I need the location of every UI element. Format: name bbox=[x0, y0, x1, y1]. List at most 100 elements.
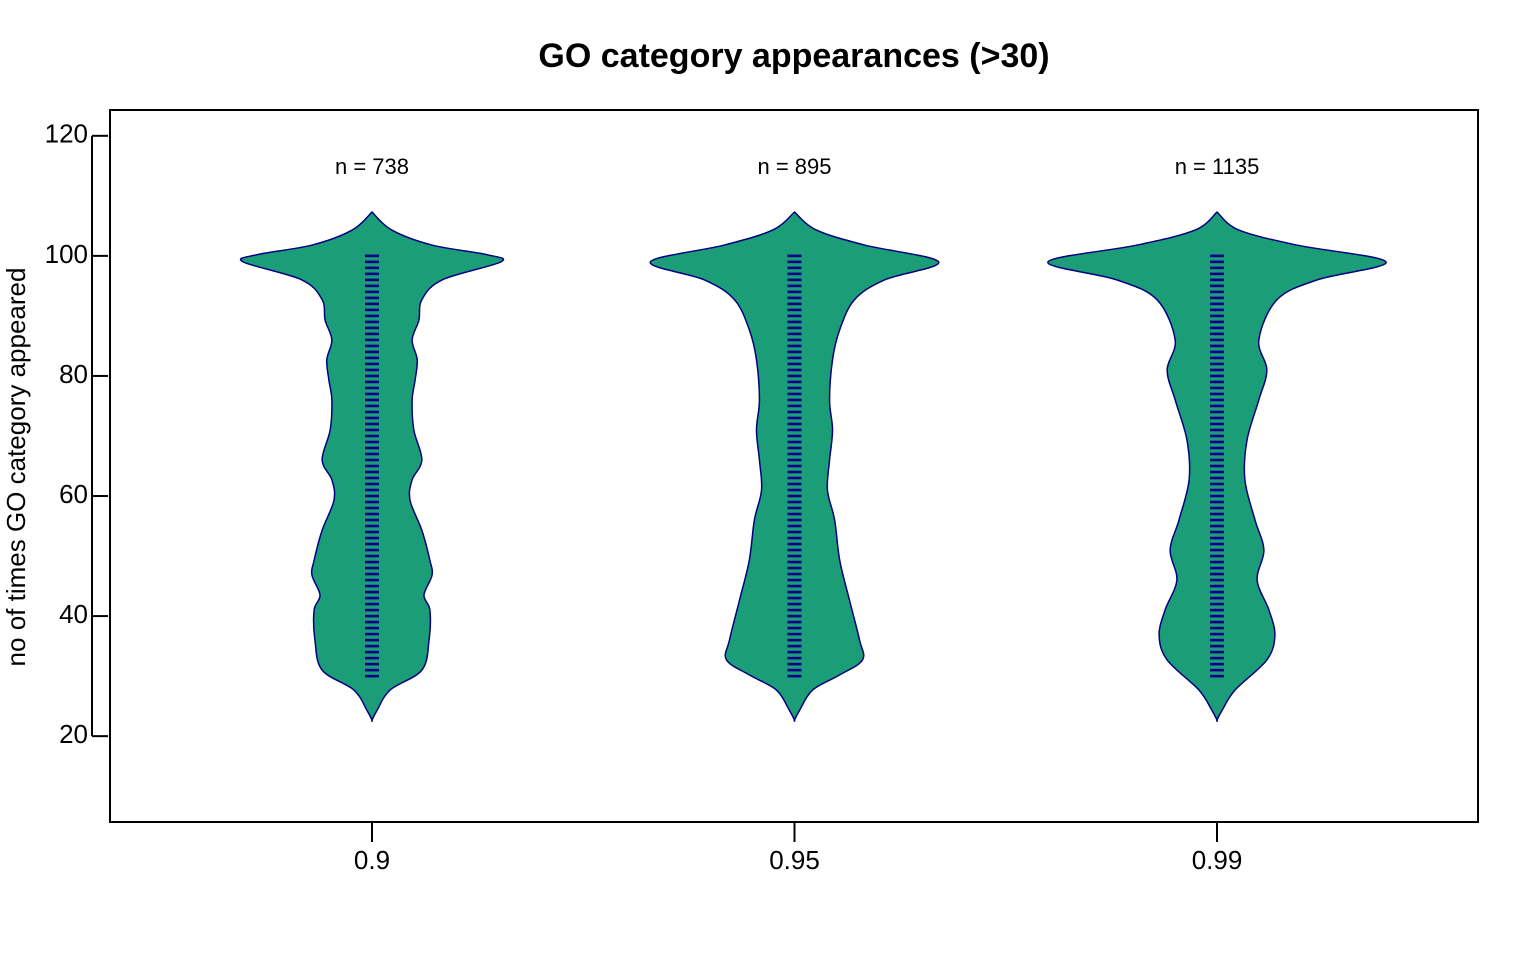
data-point bbox=[787, 296, 802, 300]
data-point bbox=[787, 572, 802, 576]
data-point bbox=[365, 464, 379, 468]
data-point bbox=[365, 266, 379, 270]
y-tick-label: 20 bbox=[59, 719, 88, 749]
data-point bbox=[787, 518, 802, 522]
chart-title: GO category appearances (>30) bbox=[538, 37, 1049, 75]
data-point bbox=[787, 566, 802, 570]
data-point bbox=[365, 398, 379, 402]
data-point bbox=[1210, 614, 1224, 618]
data-point bbox=[787, 266, 802, 270]
data-point bbox=[787, 302, 802, 306]
data-point bbox=[1210, 272, 1224, 276]
data-point bbox=[365, 440, 379, 444]
data-point bbox=[787, 344, 802, 348]
data-point bbox=[365, 386, 379, 390]
data-point bbox=[1210, 260, 1224, 264]
data-point bbox=[365, 650, 379, 654]
data-point bbox=[787, 620, 802, 624]
data-point bbox=[365, 602, 379, 606]
data-point bbox=[787, 482, 802, 486]
data-point bbox=[1210, 482, 1224, 486]
data-point bbox=[1210, 296, 1224, 300]
data-point bbox=[1210, 326, 1224, 330]
data-point bbox=[365, 518, 379, 522]
data-point bbox=[787, 626, 802, 630]
count-label: n = 1135 bbox=[1175, 154, 1260, 179]
data-point bbox=[1210, 584, 1224, 588]
data-point bbox=[787, 530, 802, 534]
data-point bbox=[1210, 344, 1224, 348]
data-point bbox=[1210, 404, 1224, 408]
data-point bbox=[1210, 254, 1224, 258]
data-point bbox=[787, 374, 802, 378]
data-point bbox=[365, 512, 379, 516]
data-point bbox=[365, 584, 379, 588]
x-tick-label: 0.95 bbox=[769, 845, 820, 875]
data-point bbox=[1210, 578, 1224, 582]
data-point bbox=[1210, 476, 1224, 480]
data-point bbox=[1210, 632, 1224, 636]
data-point bbox=[365, 674, 379, 678]
data-point bbox=[1210, 356, 1224, 360]
data-point bbox=[365, 410, 379, 414]
data-point bbox=[787, 284, 802, 288]
data-point bbox=[787, 320, 802, 324]
data-point bbox=[1210, 524, 1224, 528]
data-point bbox=[787, 260, 802, 264]
data-point bbox=[1210, 596, 1224, 600]
data-point bbox=[1210, 494, 1224, 498]
y-tick-label: 40 bbox=[59, 599, 88, 629]
data-point bbox=[365, 614, 379, 618]
data-point bbox=[787, 446, 802, 450]
data-point bbox=[1210, 602, 1224, 606]
data-point bbox=[365, 326, 379, 330]
count-label: n = 738 bbox=[335, 154, 409, 179]
data-point bbox=[365, 284, 379, 288]
data-point bbox=[787, 290, 802, 294]
data-point bbox=[365, 482, 379, 486]
data-point bbox=[787, 314, 802, 318]
data-point bbox=[365, 272, 379, 276]
data-point bbox=[365, 560, 379, 564]
data-point bbox=[787, 326, 802, 330]
data-point bbox=[1210, 512, 1224, 516]
data-point bbox=[1210, 674, 1224, 678]
data-point bbox=[787, 662, 802, 666]
data-point bbox=[365, 470, 379, 474]
data-point bbox=[1210, 638, 1224, 642]
data-point bbox=[1210, 470, 1224, 474]
data-point bbox=[1210, 452, 1224, 456]
data-point bbox=[1210, 506, 1224, 510]
data-point bbox=[365, 638, 379, 642]
data-point bbox=[1210, 290, 1224, 294]
data-point bbox=[787, 368, 802, 372]
data-point bbox=[787, 560, 802, 564]
data-point bbox=[1210, 656, 1224, 660]
data-point bbox=[365, 620, 379, 624]
data-point bbox=[1210, 500, 1224, 504]
data-point bbox=[365, 320, 379, 324]
data-point bbox=[787, 596, 802, 600]
data-point bbox=[1210, 644, 1224, 648]
data-point bbox=[787, 488, 802, 492]
data-point bbox=[1210, 380, 1224, 384]
data-point bbox=[1210, 668, 1224, 672]
data-point bbox=[365, 302, 379, 306]
data-point bbox=[365, 608, 379, 612]
data-point bbox=[1210, 626, 1224, 630]
data-point bbox=[787, 458, 802, 462]
x-tick-label: 0.99 bbox=[1192, 845, 1243, 875]
data-point bbox=[1210, 284, 1224, 288]
data-point bbox=[365, 278, 379, 282]
data-point bbox=[787, 338, 802, 342]
data-point bbox=[365, 644, 379, 648]
data-point bbox=[1210, 398, 1224, 402]
data-point bbox=[787, 422, 802, 426]
data-point bbox=[365, 530, 379, 534]
count-label: n = 895 bbox=[757, 154, 831, 179]
data-point bbox=[365, 422, 379, 426]
data-point bbox=[1210, 662, 1224, 666]
data-point bbox=[365, 668, 379, 672]
data-point bbox=[1210, 386, 1224, 390]
data-point bbox=[787, 386, 802, 390]
